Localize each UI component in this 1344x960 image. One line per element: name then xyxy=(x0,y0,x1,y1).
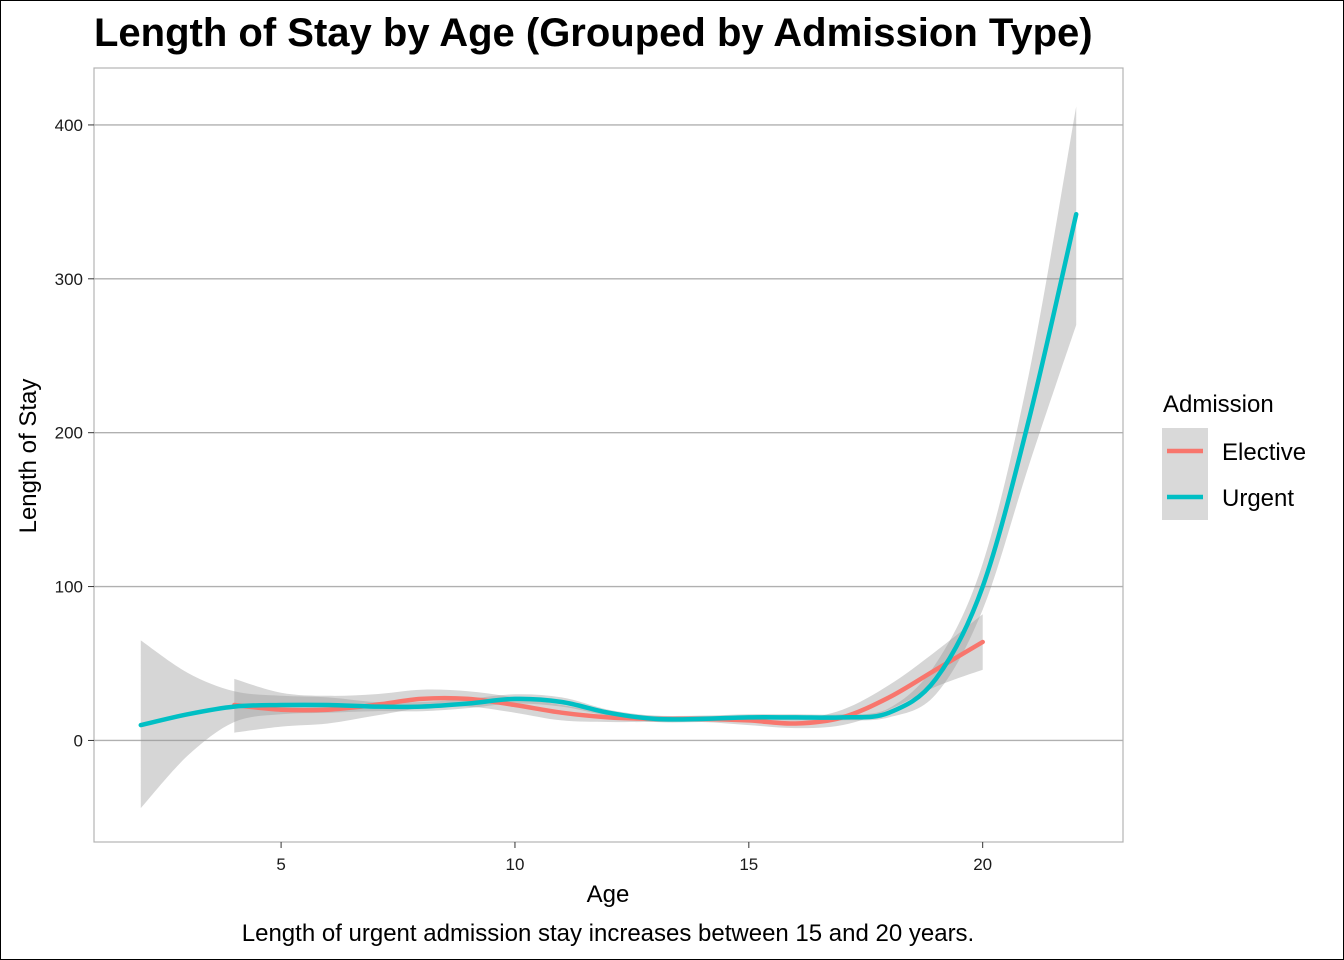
y-axis-ticks: 0 100 200 300 400 xyxy=(55,116,94,750)
y-tick-label-200: 200 xyxy=(55,424,83,443)
x-tick-label-5: 5 xyxy=(276,855,285,874)
y-tick-label-100: 100 xyxy=(55,578,83,597)
grid xyxy=(94,124,1123,742)
elective-confidence-band xyxy=(234,614,983,733)
legend-label-elective: Elective xyxy=(1222,439,1306,466)
y-tick-label-0: 0 xyxy=(74,731,83,750)
y-tick-label-400: 400 xyxy=(55,116,83,135)
chart-caption: Length of urgent admission stay increase… xyxy=(242,920,974,947)
x-axis-title: Age xyxy=(587,881,630,908)
x-tick-label-20: 20 xyxy=(973,855,992,874)
urgent-line xyxy=(138,211,1079,728)
legend-label-urgent: Urgent xyxy=(1222,485,1294,512)
plot-panel xyxy=(93,67,1124,843)
legend-title: Admission xyxy=(1163,391,1274,418)
y-tick-label-300: 300 xyxy=(55,270,83,289)
x-axis-ticks: 5 10 15 20 xyxy=(276,842,992,874)
x-tick-label-15: 15 xyxy=(739,855,758,874)
confidence-bands xyxy=(140,106,1077,809)
legend: Admission Elective Urgent xyxy=(1162,391,1306,520)
legend-items: Elective Urgent xyxy=(1162,428,1306,520)
series-lines xyxy=(138,211,1079,728)
y-axis-title: Length of Stay xyxy=(15,379,42,534)
chart-title: Length of Stay by Age (Grouped by Admiss… xyxy=(94,11,1093,55)
x-tick-label-10: 10 xyxy=(505,855,524,874)
